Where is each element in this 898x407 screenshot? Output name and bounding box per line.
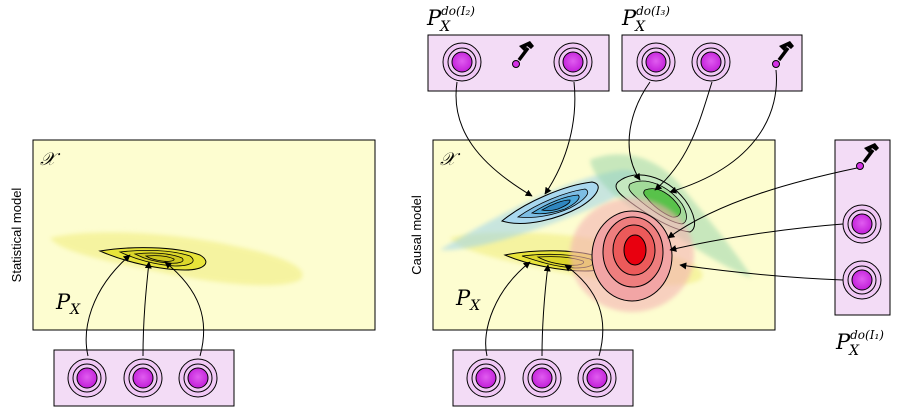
statistical-model-panel: 𝒳 PX Statistical model [9,139,376,331]
left-arrows [85,254,205,357]
intervention-environment-i1: PXdo(I₁) [834,139,891,359]
distribution-label: PX [455,286,481,314]
variable-node-icon [691,42,731,82]
y-axis-label: Statistical model [9,188,24,283]
causal-model-panel: 𝒳 [409,139,776,331]
distribution-label: PX [55,290,81,318]
observational-environment [452,349,634,407]
variable-node-icon [553,42,593,82]
observational-distribution [50,232,303,286]
variable-node-icon [466,358,506,398]
intervention-label-i1: PXdo(I₁) [835,328,884,359]
intervention-distribution-i1 [570,198,694,312]
intervention-arrows-i2 [455,81,576,197]
variable-node-icon [636,42,676,82]
hammer-icon [772,41,794,68]
y-axis-label: Causal model [409,195,424,275]
intervention-distribution-i2 [440,169,638,251]
intervention-environment-i3: PXdo(I₃) [621,4,803,92]
variable-node-icon [522,358,562,398]
intervention-label-i2: PXdo(I₂) [426,4,475,35]
variable-node-icon [842,260,882,300]
intervention-label-i3: PXdo(I₃) [621,4,670,35]
variable-node-icon [577,358,617,398]
intervention-environment-i2: PXdo(I₂) [426,4,610,92]
observational-environment [53,349,235,407]
intervention-arrows-i3 [628,69,777,194]
right-observational-arrows [485,261,604,357]
variable-node-icon [442,42,482,82]
intervention-arrows-i1 [667,167,858,281]
hammer-icon [856,143,879,170]
variable-node-icon [123,358,163,398]
variable-node-icon [67,358,107,398]
variable-node-icon [842,204,882,244]
hammer-icon [512,41,534,68]
variable-node-icon [178,358,218,398]
